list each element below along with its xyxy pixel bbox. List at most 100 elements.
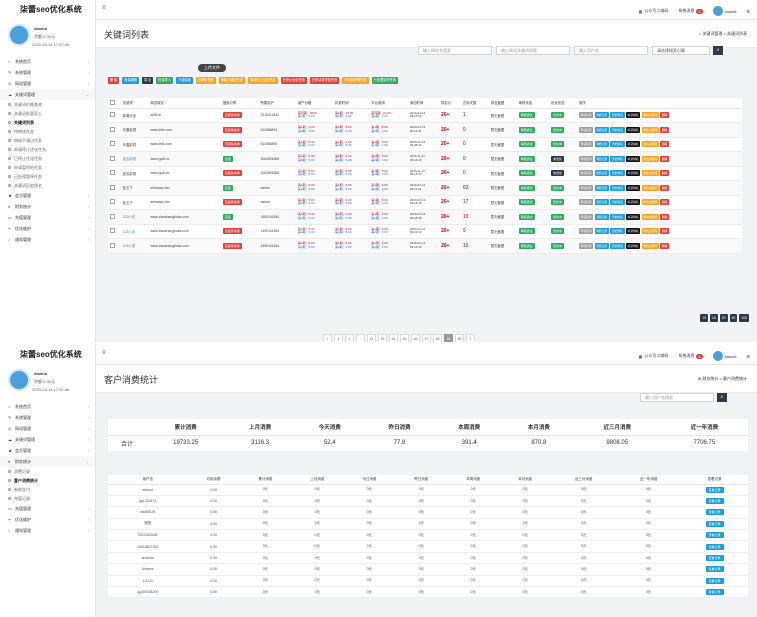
engine-select[interactable]: 请选择搜索引擎 [652,46,710,55]
row-action-button[interactable]: 消费记录 [594,242,609,249]
user-menu[interactable]: xiaorui [710,349,740,363]
action-button[interactable]: 待审核任务 [195,77,216,84]
row-action-button[interactable]: 申请暂停 [578,126,594,133]
checkbox[interactable] [110,228,115,234]
menu-toggle-icon[interactable]: ≡ [102,350,106,356]
row-action-button[interactable]: 删除 [660,155,669,162]
row-action-button[interactable]: 历史排名 [610,213,625,220]
sidebar-subitem[interactable]: 已处理暂停任务 [0,172,95,181]
sidebar-item[interactable]: ✎ 系统管理 › [0,412,95,423]
row-action-button[interactable]: 申请暂停 [578,184,594,191]
row-action-button[interactable]: 消费记录 [594,228,609,235]
action-button[interactable]: 已处理暂停任务 [371,77,398,84]
site-name-search-input[interactable]: 输入网站名搜索 [418,46,492,55]
sidebar-subitem[interactable]: 审核不通过任务 [0,136,95,145]
page-link[interactable]: 50 [455,334,464,342]
page-link[interactable]: 43 [378,334,387,342]
row-action-button[interactable]: 修改关键词 [641,213,659,220]
menu-toggle-icon[interactable]: ≡ [102,5,106,11]
view-records-button[interactable]: 查看记录 [705,486,724,493]
page-link[interactable]: 42 [367,334,376,342]
sidebar-item[interactable]: ⌂ 系统首页 › [0,401,95,412]
keyword-cell[interactable]: 皮皮影视 [122,171,137,176]
page-size-option[interactable]: 15 [709,314,718,322]
sidebar-item[interactable]: ◎ 网站管理 › [0,78,95,89]
sidebar-subitem[interactable]: 有偿支付 [0,485,95,494]
search-button[interactable]: ⌕ [713,46,723,55]
avatar[interactable] [8,369,30,391]
sidebar-subitem[interactable]: 申请停止优化任务 [0,145,95,154]
wechat-qr-button[interactable]: ▦ 公众号二维码 [638,353,669,359]
page-link[interactable]: » [466,334,475,342]
row-action-button[interactable]: 补录排名 [626,170,641,177]
page-link[interactable]: 49 [444,334,453,342]
row-action-button[interactable]: 删除 [660,170,669,177]
row-action-button[interactable]: 消费记录 [594,112,609,119]
row-action-button[interactable]: 消费记录 [594,155,609,162]
keyword-cell[interactable]: 123小说 [122,229,136,234]
row-action-button[interactable]: 申请暂停 [578,170,594,177]
view-records-button[interactable]: 查看记录 [705,589,724,596]
row-action-button[interactable]: 删除 [660,213,669,220]
row-action-button[interactable]: 删除 [660,242,669,249]
view-records-button[interactable]: 查看记录 [705,577,724,584]
row-action-button[interactable]: 修改关键词 [641,155,659,162]
row-action-button[interactable]: 消费记录 [594,199,609,206]
page-link[interactable]: 44 [389,334,398,342]
username-search-input[interactable]: 输入用户名搜索 [640,393,714,402]
page-size-option[interactable]: 10 [700,314,708,322]
sidebar-item[interactable]: ⌂ 系统首页 › [0,56,95,67]
sidebar-item[interactable]: ✎ 系统管理 › [0,67,95,78]
keyword-cell[interactable]: 色五下 [122,200,133,205]
row-action-button[interactable]: 补录排名 [626,155,641,162]
sidebar-subitem[interactable]: 关键词列表 [0,118,95,127]
sidebar-item[interactable]: ♪ 通知管理 › [0,525,95,536]
page-size-option[interactable]: 20 [719,314,728,322]
sidebar-item[interactable]: ☁ 关键词管理 › [0,434,95,445]
sidebar-item[interactable]: ▭ 充值管理 › [0,503,95,514]
row-action-button[interactable]: 申请暂停 [578,155,594,162]
sidebar-item[interactable]: ✂ 优化维护 › [0,223,95,234]
sidebar-subitem[interactable]: 充值记录 [0,494,95,503]
row-action-button[interactable]: 补录排名 [626,126,641,133]
row-action-button[interactable]: 消费记录 [594,213,609,220]
checkbox[interactable] [110,112,115,118]
sidebar-item[interactable]: ◎ 网站管理 › [0,423,95,434]
sidebar-subitem[interactable]: 已停止优化任务 [0,154,95,163]
row-action-button[interactable]: 申请暂停 [578,213,594,220]
row-action-button[interactable]: 修改关键词 [641,112,659,119]
sidebar-item[interactable]: ♪ 通知管理 › [0,234,95,245]
sidebar-item[interactable]: ✂ 优化维护 › [0,514,95,525]
row-action-button[interactable]: 补录排名 [626,228,641,235]
row-action-button[interactable]: 历史排名 [610,184,625,191]
row-action-button[interactable]: 修改关键词 [641,126,659,133]
page-link[interactable]: 48 [433,334,442,342]
page-link[interactable]: 45 [400,334,409,342]
search-button[interactable]: ⌕ [717,393,727,402]
action-button[interactable]: 删 除 [108,77,120,84]
sidebar-subitem[interactable]: 客户消费统计 [0,476,95,485]
action-button[interactable]: 批量导入 [156,77,174,84]
checkbox[interactable] [110,141,115,147]
checkbox[interactable] [110,126,115,132]
row-action-button[interactable]: 修改关键词 [641,228,659,235]
action-button[interactable]: 批量编辑 [122,77,140,84]
sidebar-item[interactable]: ¥ 财务统计 › [0,201,95,212]
row-action-button[interactable]: 历史排名 [610,141,625,148]
row-action-button[interactable]: 删除 [660,112,669,119]
sidebar-subitem[interactable]: 关键词价格查询 [0,100,95,109]
row-action-button[interactable]: 补录排名 [626,242,641,249]
messages-button[interactable]: 系统消息 6 [678,8,703,14]
row-action-button[interactable]: 修改关键词 [641,199,659,206]
sidebar-item[interactable]: ☁ 关键词管理 ⌄ [0,89,95,100]
row-action-button[interactable]: 补录排名 [626,141,641,148]
sidebar-subitem[interactable]: 申请暂停的任务 [0,163,95,172]
keyword-cell[interactable]: 123小说 [122,244,136,249]
row-action-button[interactable]: 删除 [660,228,669,235]
row-action-button[interactable]: 申请暂停 [578,228,594,235]
keyword-cell[interactable]: 新闻大全 [122,113,137,118]
row-action-button[interactable]: 历史排名 [610,242,625,249]
action-button[interactable]: 已停止优化任务 [280,77,307,84]
sidebar-item[interactable]: ☻ 会员管理 › [0,190,95,201]
view-records-button[interactable]: 查看记录 [705,509,724,516]
